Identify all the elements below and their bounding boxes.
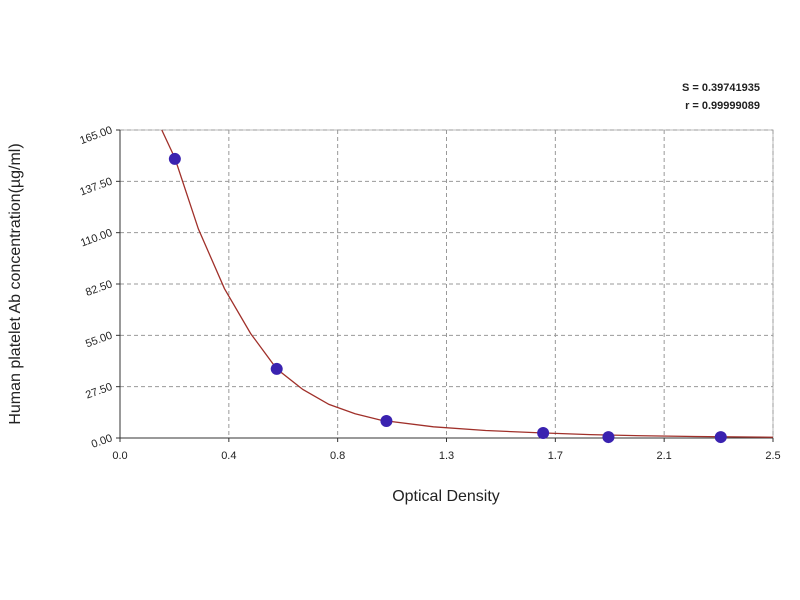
annotation: S = 0.39741935: [682, 82, 760, 94]
y-tick-label: 137.50: [78, 176, 114, 199]
x-tick-label: 2.5: [765, 450, 780, 462]
y-tick-label: 55.00: [84, 330, 114, 351]
x-tick-label: 0.4: [221, 450, 236, 462]
annotation: r = 0.99999089: [685, 100, 760, 112]
x-tick-label: 0.8: [330, 450, 345, 462]
y-axis-label: Human platelet Ab concentration(µg/ml): [7, 143, 24, 424]
x-tick-label: 1.7: [548, 450, 563, 462]
data-point: [270, 362, 283, 375]
y-tick-label: 165.00: [78, 124, 114, 147]
y-tick-label: 110.00: [79, 227, 114, 250]
y-tick-label: 0.00: [90, 432, 114, 451]
data-point: [380, 415, 393, 428]
data-point: [714, 431, 727, 444]
y-tick-label: 82.50: [84, 278, 114, 299]
x-tick-label: 0.0: [112, 450, 127, 462]
data-point: [168, 152, 181, 165]
y-tick-label: 27.50: [84, 381, 114, 402]
data-point: [537, 426, 550, 439]
x-axis-label: Optical Density: [392, 488, 500, 505]
x-tick-label: 1.3: [439, 450, 454, 462]
x-tick-label: 2.1: [657, 450, 672, 462]
data-point: [602, 431, 615, 444]
